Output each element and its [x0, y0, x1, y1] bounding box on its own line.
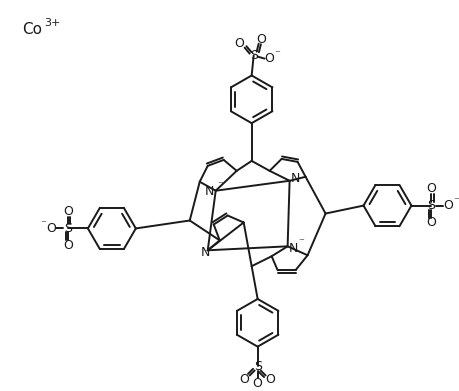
Text: O: O: [442, 199, 453, 212]
Text: O: O: [425, 216, 436, 229]
Text: O: O: [425, 182, 436, 195]
Text: S: S: [426, 199, 435, 212]
Text: ⁻: ⁻: [274, 50, 280, 59]
Text: O: O: [264, 52, 274, 65]
Text: O: O: [234, 37, 244, 50]
Text: ⁻: ⁻: [453, 197, 459, 206]
Text: S: S: [253, 360, 261, 373]
Text: O: O: [239, 373, 249, 386]
Text: N: N: [201, 246, 210, 259]
Text: N: N: [288, 242, 297, 255]
Text: O: O: [265, 373, 275, 386]
Text: N: N: [290, 172, 300, 185]
Text: O: O: [252, 377, 262, 390]
Text: N: N: [205, 185, 214, 198]
Text: O: O: [46, 222, 56, 235]
Text: S: S: [64, 222, 72, 235]
Text: ⁻: ⁻: [40, 219, 46, 230]
Text: ⁻: ⁻: [216, 181, 222, 191]
Text: O: O: [63, 205, 73, 218]
Text: ⁻: ⁻: [298, 237, 304, 248]
Text: O: O: [63, 239, 73, 252]
Text: Co: Co: [22, 22, 42, 37]
Text: 3+: 3+: [44, 18, 60, 28]
Text: O: O: [256, 33, 266, 46]
Text: S: S: [249, 49, 257, 62]
